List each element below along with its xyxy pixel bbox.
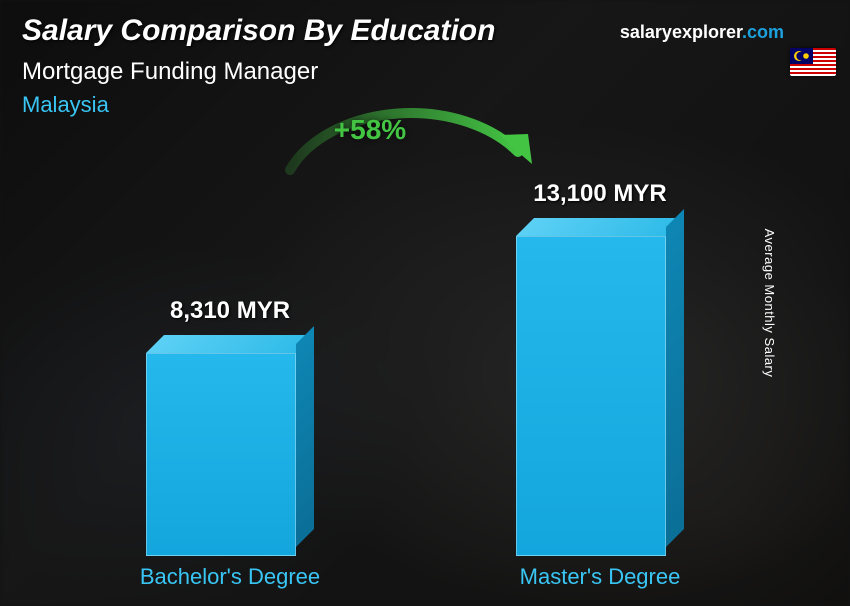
bar-value-bachelors: 8,310 MYR [80, 297, 380, 325]
flag-star [803, 53, 809, 59]
bar3d-bachelors [146, 335, 314, 556]
chart-country: Malaysia [22, 92, 109, 118]
xlabel-masters: Master's Degree [450, 564, 750, 590]
bar-value-masters: 13,100 MYR [450, 180, 750, 208]
xlabel-bachelors: Bachelor's Degree [80, 564, 380, 590]
pct-increase-text: +58% [334, 114, 406, 145]
brand-watermark: salaryexplorer.com [620, 22, 784, 43]
bar-bachelors: 8,310 MYR Bachelor's Degree [80, 335, 380, 556]
bar-masters: 13,100 MYR Master's Degree [450, 218, 750, 556]
brand-tld: .com [742, 22, 784, 42]
brand-base: salaryexplorer [620, 22, 742, 42]
chart-subtitle: Mortgage Funding Manager [22, 58, 318, 86]
bar3d-masters [516, 218, 684, 556]
infographic-stage: Salary Comparison By Education Mortgage … [0, 0, 850, 606]
flag-malaysia [790, 48, 836, 76]
chart-title: Salary Comparison By Education [22, 14, 495, 48]
pct-increase-badge: +58% [325, 100, 415, 160]
bar-chart: +58% 8,310 MYR Bachelor's Degree 13,100 … [40, 130, 790, 556]
